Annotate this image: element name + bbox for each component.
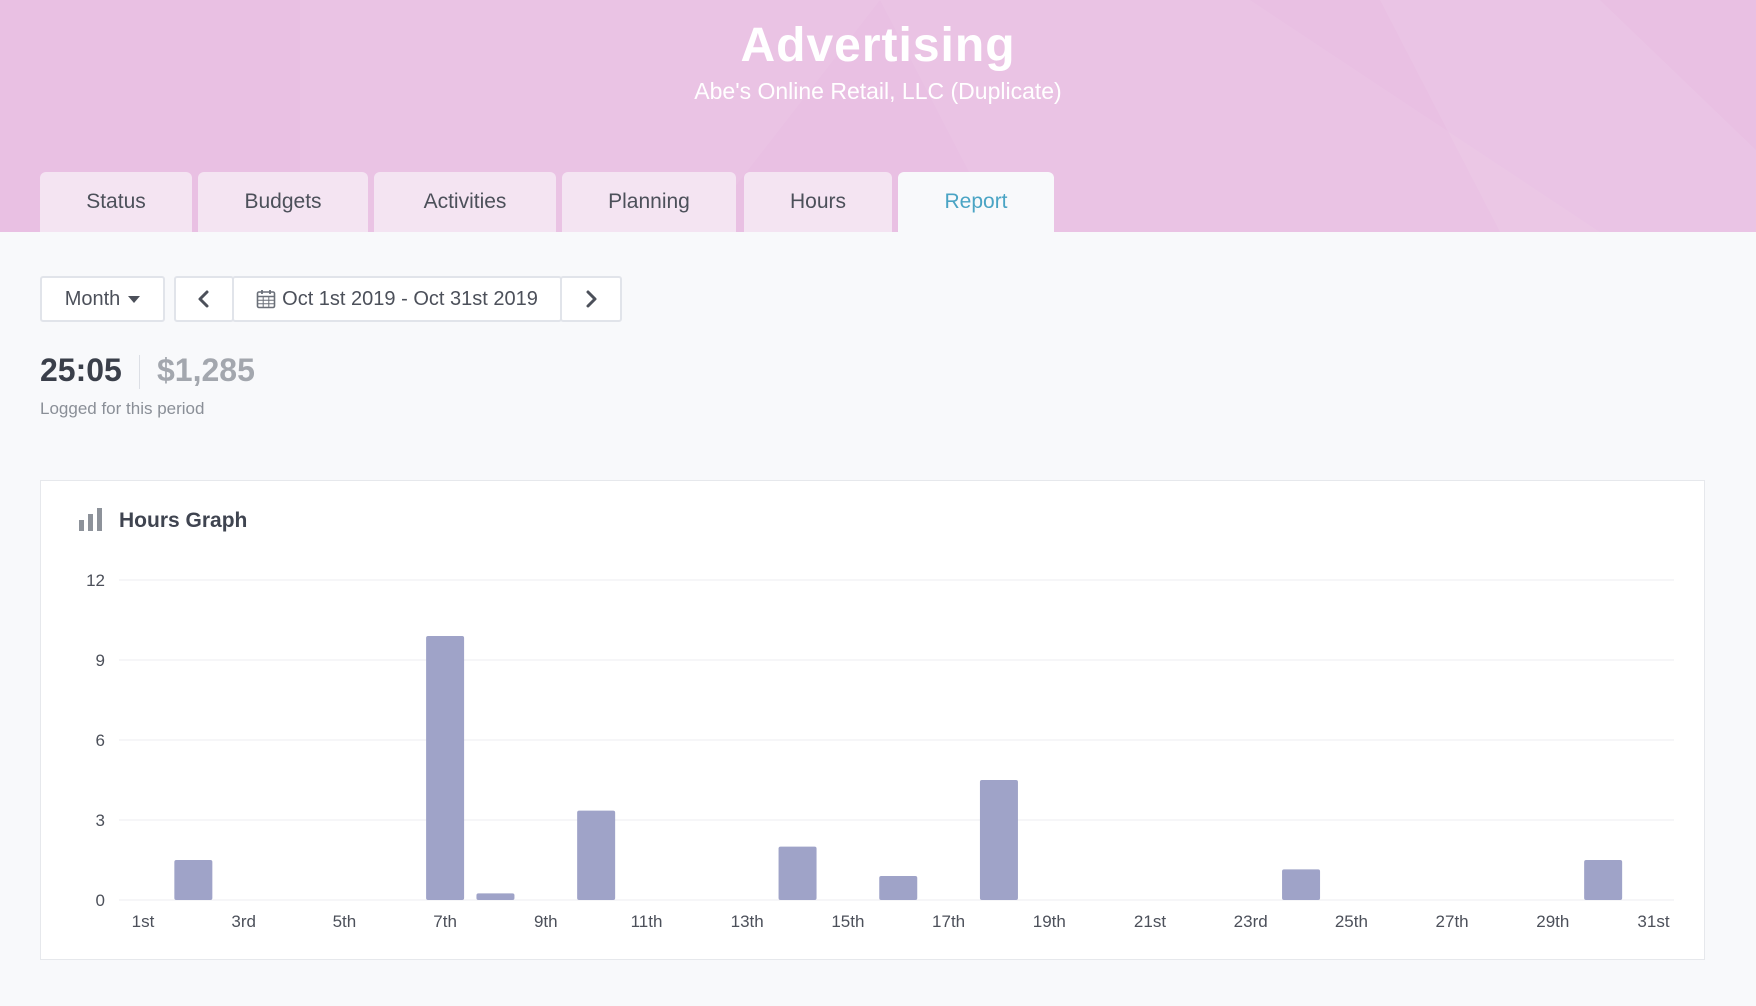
hours-bar-chart: 0 3 6 9 12 1st 3rd 5th 7th 9th 11th 13th 15th 17th 19t…: [86, 571, 1674, 931]
x-tick-label: 25th: [1335, 912, 1368, 931]
tab-planning[interactable]: Planning: [562, 172, 736, 232]
summary-label: Logged for this period: [40, 399, 205, 418]
x-tick-label: 31st: [1637, 912, 1669, 931]
amount-total: $1,285: [157, 352, 255, 388]
x-tick-label: 29th: [1536, 912, 1569, 931]
x-tick-label: 23rd: [1234, 912, 1268, 931]
calendar-icon: [256, 290, 276, 309]
hours-graph-card: Hours Graph 0 3 6 9 12 1st 3rd 5th 7th 9th 11th 13t…: [40, 480, 1705, 960]
period-select[interactable]: Month: [40, 276, 165, 322]
graph-title: Hours Graph: [119, 509, 248, 532]
bar: [577, 810, 616, 900]
tab-hours[interactable]: Hours: [744, 172, 892, 232]
bar: [426, 636, 465, 900]
x-tick-label: 5th: [333, 912, 357, 931]
x-tick-label: 3rd: [231, 912, 256, 931]
x-tick-label: 9th: [534, 912, 558, 931]
x-tick-label: 11th: [631, 912, 663, 931]
y-tick-label: 3: [96, 811, 105, 830]
bar: [879, 876, 918, 900]
date-range-picker[interactable]: Oct 1st 2019 - Oct 31st 2019: [232, 276, 562, 322]
tab-status[interactable]: Status: [40, 172, 192, 232]
tab-activities[interactable]: Activities: [374, 172, 556, 232]
y-tick-label: 9: [96, 651, 105, 670]
x-tick-label: 21st: [1134, 912, 1166, 931]
page-title: Advertising: [740, 19, 1016, 72]
x-tick-label: 19th: [1033, 912, 1066, 931]
date-range-label: Oct 1st 2019 - Oct 31st 2019: [282, 287, 538, 310]
bar-chart-icon: [79, 508, 102, 531]
x-tick-label: 15th: [831, 912, 864, 931]
chevron-right-icon: [586, 290, 597, 308]
x-tick-label: 17th: [932, 912, 965, 931]
tab-report[interactable]: Report: [898, 172, 1054, 232]
period-select-label: Month: [64, 287, 121, 310]
y-tick-label: 0: [96, 891, 105, 910]
bar: [1282, 869, 1321, 900]
page-subtitle: Abe's Online Retail, LLC (Duplicate): [694, 78, 1062, 104]
next-period-button[interactable]: [560, 276, 622, 322]
bar: [476, 893, 515, 900]
chevron-left-icon: [198, 290, 209, 308]
x-tick-label: 13th: [731, 912, 764, 931]
bar: [1584, 860, 1623, 900]
x-tick-label: 7th: [433, 912, 457, 931]
tab-budgets[interactable]: Budgets: [198, 172, 368, 232]
bar: [979, 780, 1018, 900]
summary-divider: [139, 355, 140, 389]
x-tick-label: 1st: [132, 912, 155, 931]
bar: [778, 846, 817, 900]
x-tick-label: 27th: [1436, 912, 1469, 931]
page-header: Advertising Abe's Online Retail, LLC (Du…: [0, 0, 1756, 232]
bar: [174, 860, 213, 900]
previous-period-button[interactable]: [174, 276, 234, 322]
y-tick-label: 12: [86, 571, 105, 590]
y-tick-label: 6: [96, 731, 105, 750]
hours-total: 25:05: [40, 352, 122, 388]
caret-down-icon: [128, 295, 141, 303]
